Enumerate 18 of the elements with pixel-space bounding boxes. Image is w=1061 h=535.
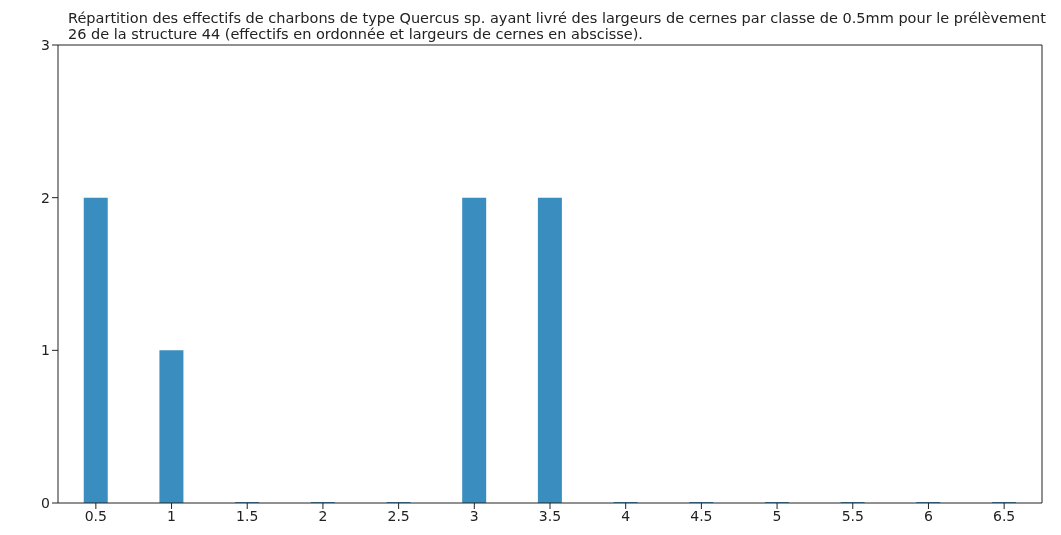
x-tick-label: 1.5 [236,507,259,524]
x-tick-label: 5.5 [841,507,864,524]
x-tick-label: 3.5 [538,507,562,524]
x-tick-label: 0.5 [84,507,107,524]
chart-title: Répartition des effectifs de charbons de type Quercus sp. ayant livré des largeurs de cernes par classe de 0.5mm pour le prélèvement 26 de la structure 44 (effectifs en ordonnée et largeurs de cernes en abscisse). [68,10,1047,42]
x-tick-label: 6 [924,507,933,524]
x-tick-label: 6.5 [993,507,1016,524]
x-tick-label: 2.5 [387,507,410,524]
x-tick-label: 1 [167,507,176,524]
y-tick-label: 2 [41,189,50,206]
y-tick-label: 3 [41,36,50,53]
y-tick-label: 1 [41,342,50,359]
y-tick-label: 0 [41,494,50,511]
x-tick-label: 4 [621,507,631,524]
x-tick-label: 5 [772,507,782,524]
x-tick-label: 2 [318,507,328,524]
x-tick-label: 4.5 [690,507,713,524]
x-tick-label: 3 [469,507,479,524]
